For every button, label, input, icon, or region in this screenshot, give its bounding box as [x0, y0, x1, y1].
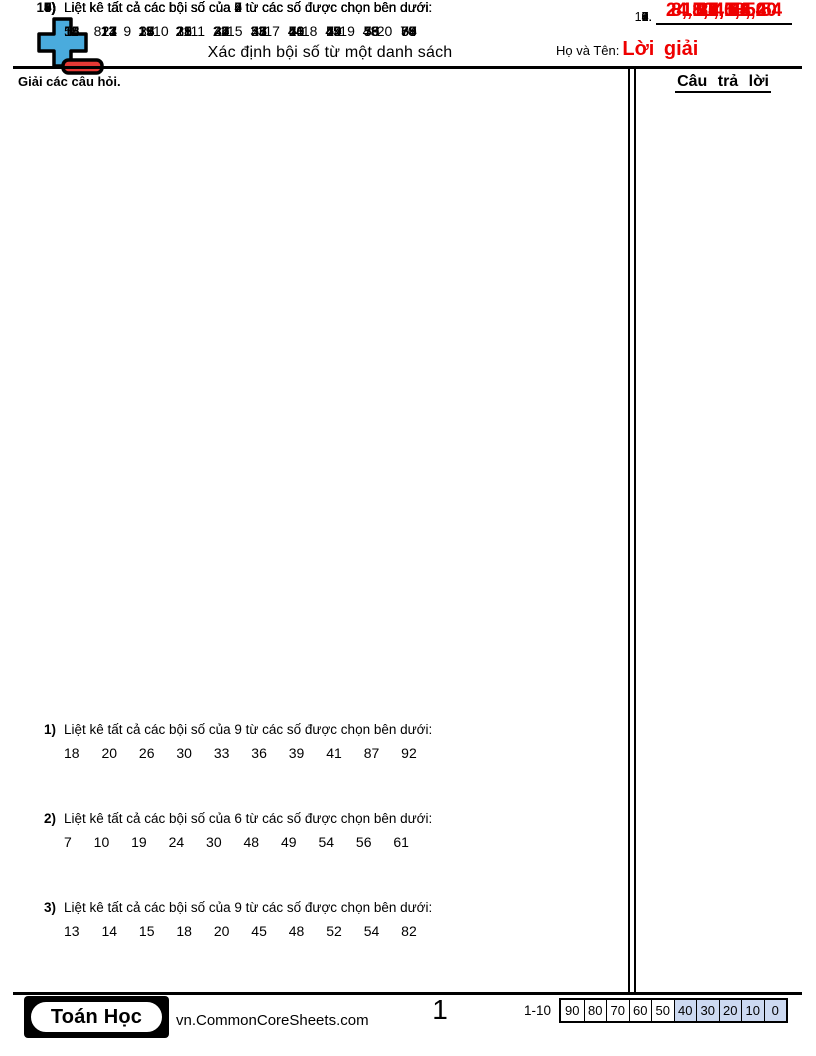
question-4: 4) Liệt kê tất cả các bội số của 6 từ các…	[30, 0, 624, 39]
question-number: 4)	[43, 0, 56, 15]
question-number: 10)	[36, 0, 56, 15]
question-2: 2) Liệt kê tất cả các bội số của 6 từ các…	[30, 811, 624, 850]
subject-badge: Toán Học	[24, 996, 169, 1038]
question-7: 7) Liệt kê tất cả các bội số của 7 từ các…	[30, 0, 624, 39]
question-text: Liệt kê tất cả các bội số của 5 từ các s…	[64, 0, 433, 15]
question-text: Liệt kê tất cả các bội số của 6 từ các s…	[64, 811, 433, 826]
question-number-list: 11 13 19 21 22 33 44 45 48 70	[64, 22, 416, 39]
answer-number: 2.	[641, 9, 652, 24]
question-5: 5) Liệt kê tất cả các bội số của 9 từ các…	[30, 0, 624, 39]
answer-number: 5.	[641, 9, 652, 24]
question-number-list: 14 27 33 38 41 58 71 72 76 79	[64, 22, 417, 39]
question-number: 3)	[43, 900, 56, 915]
answer-value: 8, 10, 18, 20	[656, 0, 792, 25]
question-number: 9)	[43, 0, 56, 15]
question-text: Liệt kê tất cả các bội số của 9 từ các s…	[64, 0, 433, 15]
name-row: Họ và Tên: Lời giải	[556, 38, 806, 61]
header-divider-line	[13, 66, 802, 69]
question-number-list: 14 22 26 29 30 31 53 54 59 65	[64, 22, 417, 39]
question-number: 8)	[43, 0, 56, 15]
score-cell: 0	[763, 1000, 787, 1021]
score-tracker: 1-10 90 80 70 60 50 40 30 20 10 0	[524, 998, 789, 1023]
website-url: vn.CommonCoreSheets.com	[176, 1012, 369, 1029]
answer-number: 1.	[641, 9, 652, 24]
answer-number: 7.	[641, 9, 652, 24]
score-cell: 50	[651, 1000, 674, 1021]
question-number-list: 7 10 19 24 30 48 49 54 56 61	[64, 833, 409, 850]
question-1: 1) Liệt kê tất cả các bội số của 9 từ các…	[30, 722, 624, 761]
question-text: Liệt kê tất cả các bội số của 6 từ các s…	[64, 0, 433, 15]
score-cell: 80	[583, 1000, 607, 1021]
question-text: Liệt kê tất cả các bội số của 9 từ các s…	[64, 722, 433, 737]
question-text: Liệt kê tất cả các bội số của 4 từ các s…	[64, 0, 433, 15]
question-number: 7)	[43, 0, 56, 15]
score-cell: 70	[606, 1000, 629, 1021]
score-cell: 60	[628, 1000, 652, 1021]
subject-badge-label: Toán Học	[29, 1000, 164, 1034]
question-10: 10) Liệt kê tất cả các bội số của 2 từ cá…	[30, 0, 624, 39]
question-3: 3) Liệt kê tất cả các bội số của 9 từ các…	[30, 900, 624, 939]
score-cell: 20	[718, 1000, 742, 1021]
question-number-list: 18 20 26 30 33 36 39 41 87 92	[64, 744, 417, 761]
answers-column-header: Câu trả lời	[640, 73, 806, 93]
question-number: 2)	[43, 811, 56, 826]
worksheet-title: Xác định bội số từ một danh sách	[207, 44, 453, 61]
question-text: Liệt kê tất cả các bội số của 9 từ các s…	[64, 900, 433, 915]
score-cell: 10	[741, 1000, 764, 1021]
vertical-divider	[628, 69, 636, 993]
question-number-list: 13 14 15 18 20 45 48 52 54 82	[64, 922, 417, 939]
score-grid: 90 80 70 60 50 40 30 20 10 0	[559, 998, 789, 1023]
question-9: 9) Liệt kê tất cả các bội số của 5 từ các…	[30, 0, 624, 39]
instructions-text: Giải các câu hỏi.	[18, 74, 121, 89]
question-number: 6)	[43, 0, 56, 15]
question-text: Liệt kê tất cả các bội số của 2 từ các s…	[64, 0, 433, 15]
question-6: 6) Liệt kê tất cả các bội số của 6 từ các…	[30, 0, 624, 39]
answer-row-10: 10. 8, 10, 18, 20	[630, 0, 792, 25]
question-number-list: 13 14 17 18 24 27 28 29 35 37	[64, 22, 417, 39]
score-cell: 40	[673, 1000, 697, 1021]
score-range-label: 1-10	[524, 1003, 552, 1018]
question-text: Liệt kê tất cả các bội số của 6 từ các s…	[64, 0, 433, 15]
answer-number: 10.	[634, 9, 652, 24]
footer-divider-line	[13, 992, 802, 995]
answer-key-label: Lời giải	[622, 38, 699, 60]
question-text: Liệt kê tất cả các bội số của 7 từ các s…	[64, 0, 433, 15]
answer-number: 9.	[641, 9, 652, 24]
answer-number: 6.	[641, 9, 652, 24]
score-cell: 30	[696, 1000, 719, 1021]
question-number-list: 18 21 24 25 37 46 50 51 56 58	[64, 22, 417, 39]
question-number: 1)	[43, 722, 56, 737]
name-label: Họ và Tên:	[556, 43, 620, 58]
page-number: 1	[432, 994, 448, 1025]
question-number-list: 5 8 9 10 11 15 17 18 19 20	[64, 22, 393, 39]
answer-number: 4.	[641, 9, 652, 24]
answers-header-text: Câu trả lời	[675, 73, 771, 93]
answer-number: 8.	[641, 9, 652, 24]
question-number: 5)	[43, 0, 56, 15]
question-number-list: 15 23 28 31 36 38 40 49 50 54	[64, 22, 417, 39]
question-8: 8) Liệt kê tất cả các bội số của 4 từ các…	[30, 0, 624, 39]
score-cell: 90	[561, 1000, 584, 1021]
answer-number: 3.	[641, 9, 652, 24]
